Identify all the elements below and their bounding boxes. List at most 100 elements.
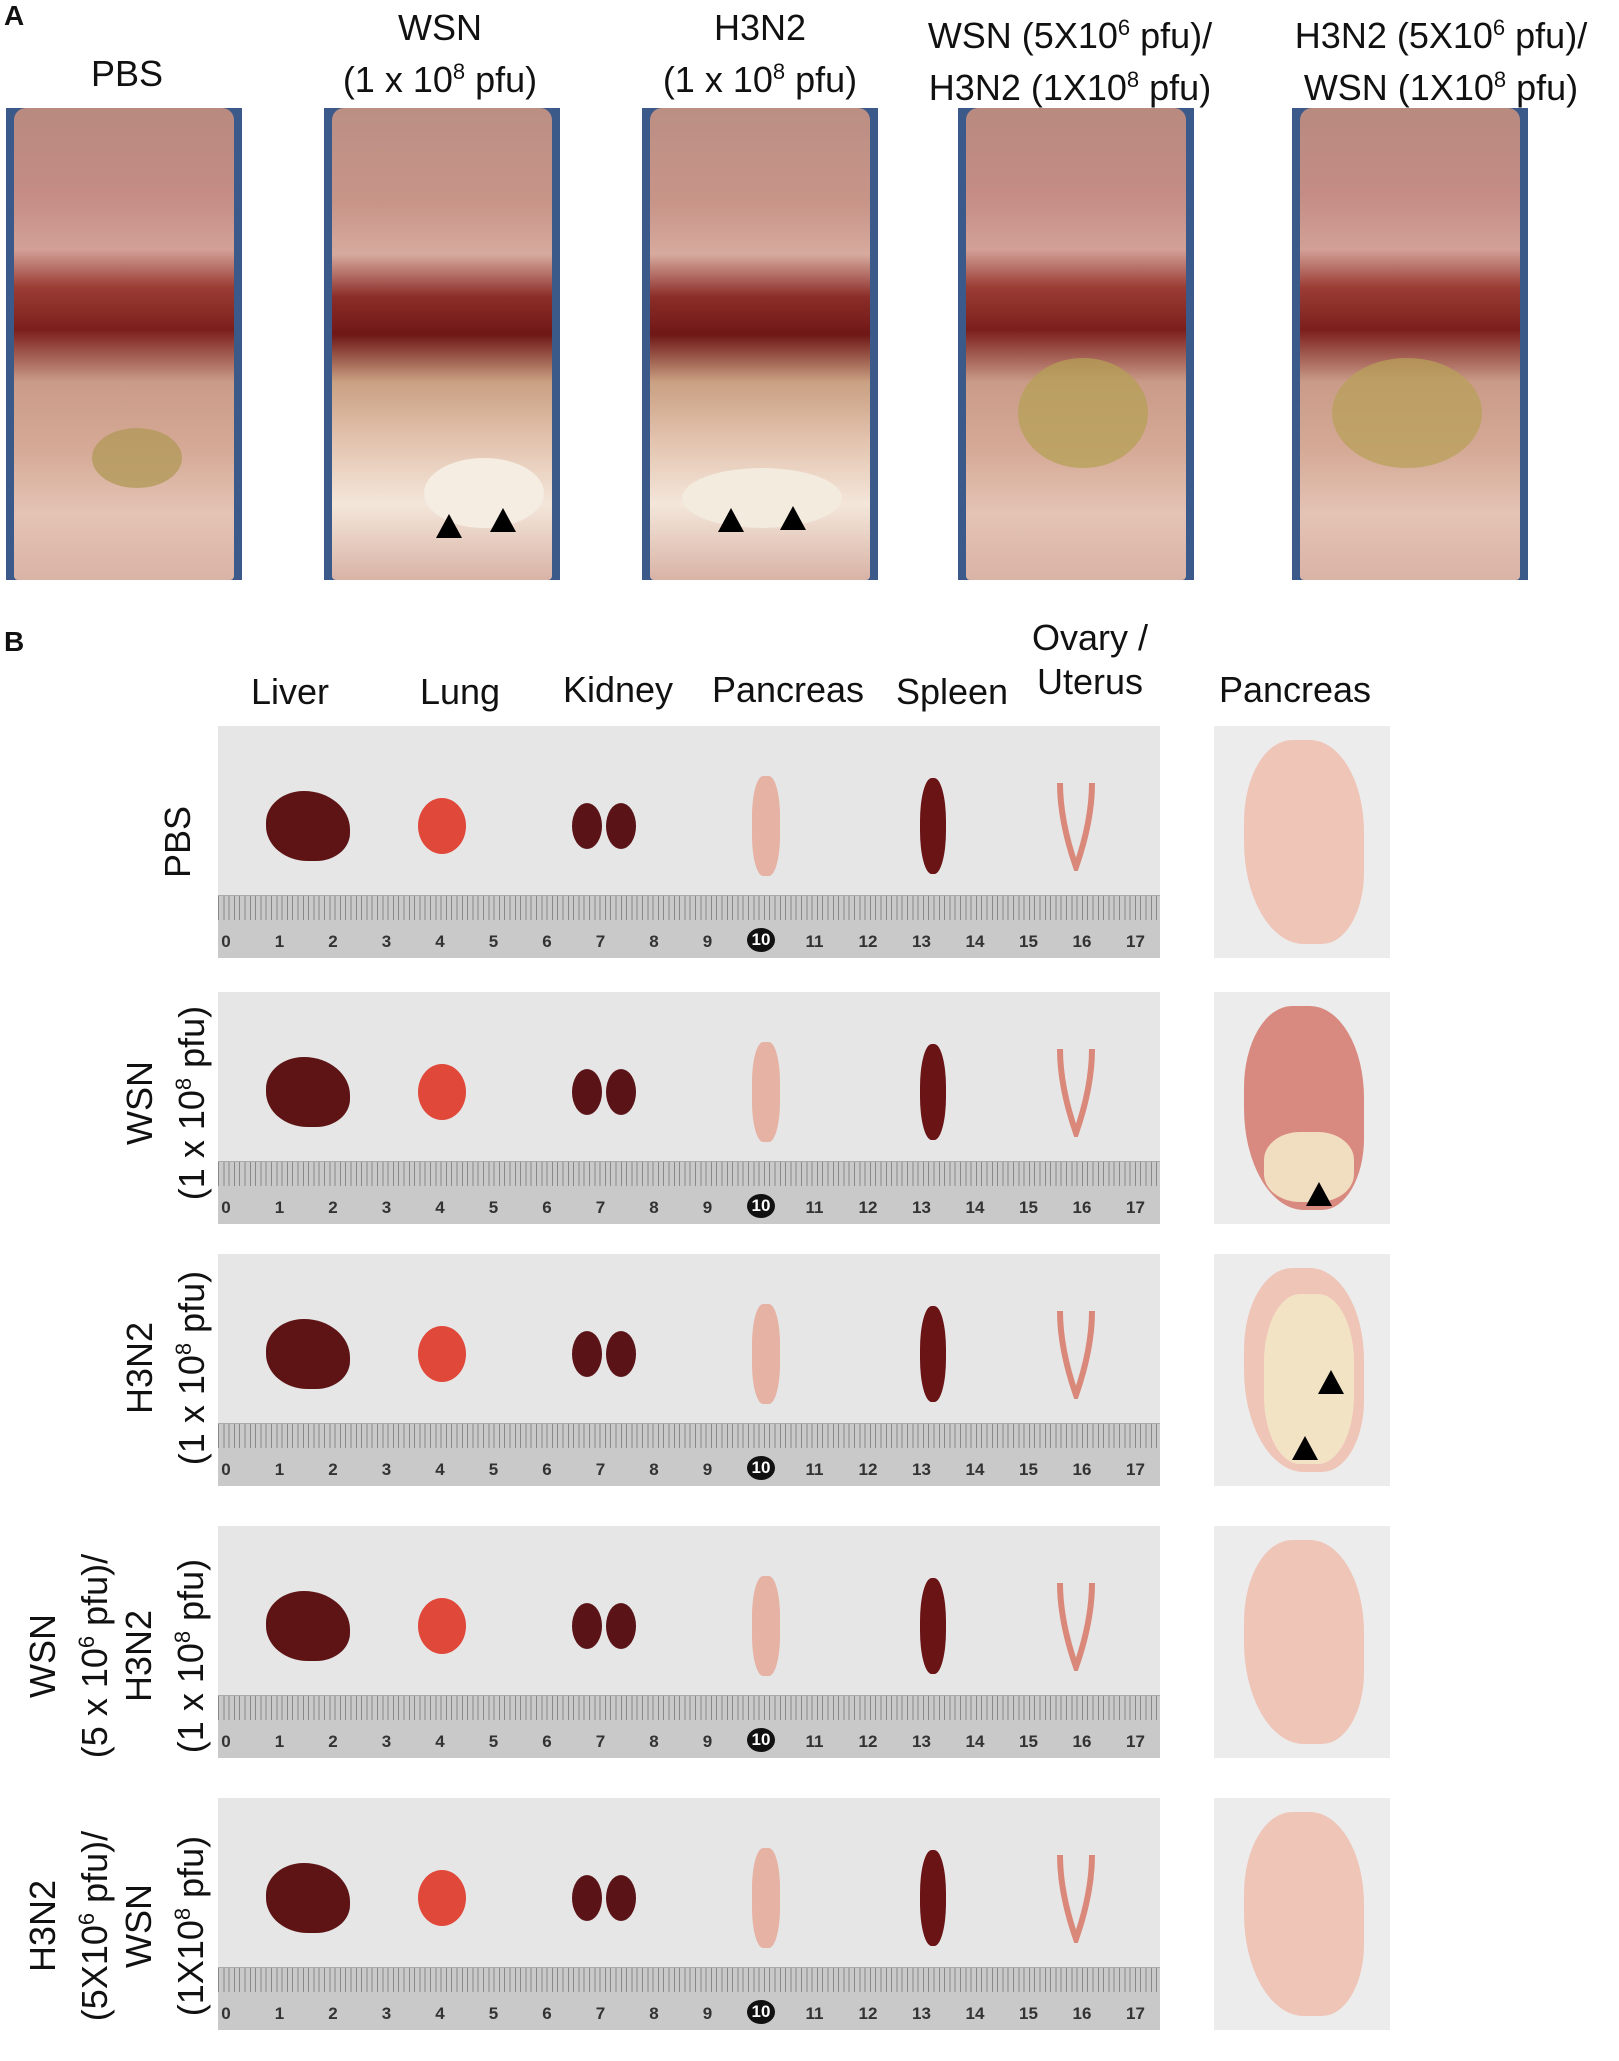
ruler-number: 5: [488, 1732, 499, 1751]
organ-strip-photo: 0 1 2 3 4 5 6 7 8 9 10 11 12 13 14 15 16 17: [218, 1526, 1160, 1758]
ruler-number: 4: [435, 1198, 445, 1217]
kidney-specimen: [606, 1069, 636, 1115]
header-wsn: WSN (1 x 108 pfu): [300, 6, 580, 102]
ruler-number: 6: [542, 1460, 552, 1479]
ruler-number: 14: [965, 2004, 985, 2023]
ruler-number: 14: [965, 1198, 985, 1217]
mouse-photo-pbs: [6, 108, 242, 580]
ruler-number: 0: [221, 1460, 231, 1479]
liver-specimen: [266, 1057, 350, 1127]
pancreas-tissue: [1244, 740, 1364, 944]
arrowhead-marker: [1318, 1370, 1344, 1394]
lung-specimen: [418, 1870, 466, 1926]
organ-header-pancreas: Pancreas: [711, 669, 865, 710]
row-label-wsn: WSN (1 x 108 pfu): [119, 1005, 212, 1201]
ruler-number: 1: [274, 1198, 285, 1217]
organ-strip-photo: 0 1 2 3 4 5 6 7 8 9 10 11 12 13 14 15 16 17: [218, 1254, 1160, 1486]
pancreas-zoom-photo: [1214, 726, 1390, 958]
ruler-number: 1: [274, 1460, 285, 1479]
header-h3n2-l1: H3N2: [713, 7, 807, 48]
pancreas-zoom-photo: [1214, 992, 1390, 1224]
uterus-specimen: [1054, 1047, 1098, 1143]
header-wsn-l1: WSN: [398, 7, 482, 48]
ruler-number: 15: [1019, 932, 1038, 951]
header-pbs-text: PBS: [90, 53, 164, 94]
arrowhead-marker: [1306, 1182, 1332, 1206]
mouse-photo-wsn: [324, 108, 560, 580]
organ-header-spleen: Spleen: [895, 671, 1009, 712]
lung-specimen: [418, 1326, 466, 1382]
panel-a-letter: A: [4, 0, 25, 31]
ruler-number: 10: [747, 1728, 775, 1752]
organ-header-liver: Liver: [250, 671, 330, 712]
ruler-number: 0: [221, 1732, 231, 1751]
ruler-number: 1: [274, 2004, 285, 2023]
ruler-number: 7: [595, 1460, 606, 1479]
spleen-specimen: [920, 1044, 946, 1140]
ruler-number: 0: [221, 2004, 231, 2023]
row-label-h3n2-wsn: H3N2 (5X106 pfu)/ WSN (1X108 pfu): [22, 1830, 211, 2022]
ruler-number: 13: [912, 1460, 931, 1479]
ruler-number: 7: [595, 2004, 606, 2023]
ruler-number: 12: [858, 932, 878, 951]
ruler-ticks: [218, 1968, 1160, 1992]
pancreas-zoom-photo: [1214, 1798, 1390, 2030]
ruler-number: 17: [1126, 1460, 1145, 1479]
uterus-specimen: [1054, 1309, 1098, 1405]
ruler-number: 9: [702, 1460, 713, 1479]
ruler-number: 13: [912, 1198, 931, 1217]
kidney-specimen: [606, 1875, 636, 1921]
ruler-number: 13: [912, 932, 931, 951]
lung-specimen: [418, 1064, 466, 1120]
arrowhead-marker: [718, 508, 744, 532]
ruler-number: 8: [649, 1198, 659, 1217]
ruler-number: 16: [1072, 1460, 1092, 1479]
ruler-number: 4: [435, 932, 445, 951]
lesion-area: [682, 468, 842, 528]
ruler-number: 0: [221, 932, 231, 951]
ruler-ticks: [218, 1162, 1160, 1186]
ruler-number: 11: [805, 2004, 824, 2023]
pancreas-specimen: [752, 1042, 780, 1142]
uterus-specimen: [1054, 781, 1098, 877]
intestine: [1332, 358, 1482, 468]
ruler-number: 8: [649, 932, 659, 951]
ruler-number: 2: [328, 1732, 338, 1751]
ruler-number: 0: [221, 1198, 231, 1217]
ruler-number: 17: [1126, 1732, 1145, 1751]
header-h3n2-wsn-l1: H3N2 (5X106 pfu)/: [1294, 15, 1588, 56]
pancreas-specimen: [752, 1576, 780, 1676]
arrowhead-marker: [436, 514, 462, 538]
ruler-number: 17: [1126, 2004, 1145, 2023]
ruler-number: 11: [805, 1460, 824, 1479]
ruler-number: 9: [702, 2004, 713, 2023]
header-h3n2-l2: (1 x 108 pfu): [662, 59, 858, 100]
ruler-number: 17: [1126, 932, 1145, 951]
spleen-specimen: [920, 1306, 946, 1402]
organ-strip-photo: 0 1 2 3 4 5 6 7 8 9 10 11 12 13 14 15 16 17: [218, 1798, 1160, 2030]
kidney-specimen: [572, 1603, 602, 1649]
mouse-photo-h3n2-wsn: [1292, 108, 1528, 580]
mouse-photo-h3n2: [642, 108, 878, 580]
ruler-number: 7: [595, 1198, 606, 1217]
ruler-number: 11: [805, 1198, 824, 1217]
arrowhead-marker: [490, 508, 516, 532]
header-wsn-h3n2-l1: WSN (5X106 pfu)/: [927, 15, 1213, 56]
intestine: [1018, 358, 1148, 468]
ruler: 0 1 2 3 4 5 6 7 8 9 10 11 12 13 14 15 16 17: [218, 1967, 1160, 2030]
ruler-number: 3: [381, 932, 392, 951]
mouse-body: [1300, 108, 1520, 580]
ruler-number: 6: [542, 1732, 552, 1751]
ruler-number: 6: [542, 2004, 552, 2023]
header-h3n2: H3N2 (1 x 108 pfu): [620, 6, 900, 102]
organ-header-ovary: Ovary / Uterus: [1010, 616, 1170, 704]
kidney-specimen: [572, 1331, 602, 1377]
ruler-ticks: [218, 896, 1160, 920]
organ-header-ovary-l1: Ovary /: [1031, 617, 1148, 658]
pancreas-specimen: [752, 1848, 780, 1948]
arrowhead-marker: [780, 506, 806, 530]
ruler-number: 16: [1072, 2004, 1092, 2023]
row-label-wsn-h3n2: WSN (5 x 106 pfu)/ H3N2 (1 x 108 pfu): [22, 1553, 211, 1759]
ruler-number: 5: [488, 1198, 499, 1217]
organ-header-ovary-l2: Uterus: [1036, 661, 1144, 702]
